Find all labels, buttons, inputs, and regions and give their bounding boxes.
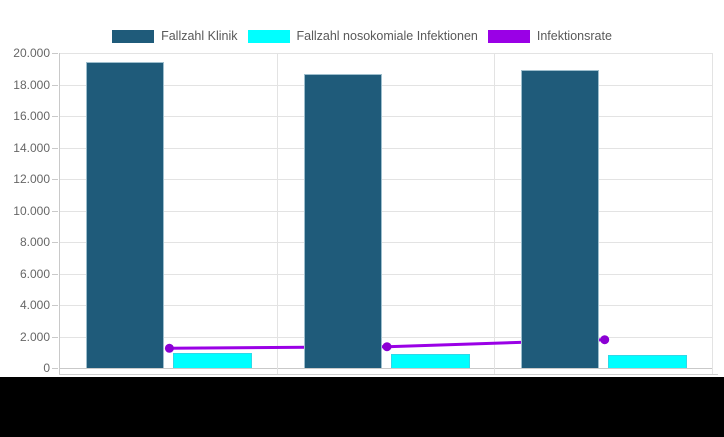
x-axis-border	[59, 374, 718, 375]
y-axis-tick	[52, 85, 58, 86]
y-axis-tick	[52, 179, 58, 180]
gridline-y	[59, 305, 712, 306]
infektionsrate-point-0[interactable]	[164, 343, 174, 353]
y-axis-tick-label: 2.000	[19, 330, 50, 344]
gridline-x	[59, 53, 60, 374]
y-axis-tick-label: 10.000	[13, 204, 50, 218]
infektionsrate-point-1[interactable]	[382, 342, 392, 352]
legend-swatch-fallzahl-klinik	[112, 29, 155, 43]
y-axis-tick-label: 8.000	[19, 235, 50, 249]
gridline-y	[59, 337, 712, 338]
gridline-y	[59, 242, 712, 243]
infektionsrate-point-2[interactable]	[600, 335, 610, 345]
legend-label-fallzahl-klinik: Fallzahl Klinik	[161, 28, 238, 43]
gridline-y	[59, 148, 712, 149]
gridline-y	[59, 368, 712, 369]
y-axis-tick	[52, 211, 58, 212]
y-axis-tick	[52, 148, 58, 149]
gridline-y	[59, 53, 712, 54]
y-axis-tick-label: 16.000	[13, 109, 50, 123]
y-axis-tick	[52, 53, 58, 54]
gridline-y	[59, 85, 712, 86]
gridline-x	[494, 53, 495, 374]
legend-item-infektionsrate[interactable]: Infektionsrate	[487, 28, 612, 43]
legend-item-nosokomiale-infektionen[interactable]: Fallzahl nosokomiale Infektionen	[247, 28, 478, 43]
legend-label-infektionsrate: Infektionsrate	[536, 28, 612, 43]
y-axis-tick-label: 12.000	[13, 172, 50, 186]
bar-fallzahl-klinik-1[interactable]	[303, 74, 382, 368]
gridline-y	[59, 116, 712, 117]
y-axis-tick-label: 0	[43, 361, 50, 375]
legend-swatch-infektionsrate	[487, 29, 530, 43]
gridline-x	[277, 53, 278, 374]
y-axis-tick	[52, 337, 58, 338]
legend-label-nosokomiale-infektionen: Fallzahl nosokomiale Infektionen	[296, 28, 478, 43]
bar-fallzahl-nosokomiale-infektionen-0[interactable]	[173, 353, 253, 368]
y-axis-tick	[52, 242, 58, 243]
gridline-y	[59, 211, 712, 212]
bar-fallzahl-klinik-0[interactable]	[85, 62, 164, 368]
y-axis-tick	[52, 368, 58, 369]
gridline-y	[59, 274, 712, 275]
gridline-y	[59, 179, 712, 180]
y-axis-tick	[52, 116, 58, 117]
y-axis-tick-label: 4.000	[19, 298, 50, 312]
bar-fallzahl-nosokomiale-infektionen-1[interactable]	[390, 354, 470, 368]
bottom-black-bar	[0, 377, 724, 437]
y-axis-tick-label: 20.000	[13, 46, 50, 60]
y-axis-tick-label: 18.000	[13, 78, 50, 92]
legend-swatch-nosokomiale-infektionen	[247, 29, 290, 43]
bar-fallzahl-nosokomiale-infektionen-2[interactable]	[608, 354, 688, 368]
chart-legend: Fallzahl Klinik Fallzahl nosokomiale Inf…	[0, 26, 724, 46]
gridline-x	[712, 53, 713, 374]
y-axis-tick-label: 6.000	[19, 267, 50, 281]
bar-fallzahl-klinik-2[interactable]	[521, 69, 600, 368]
y-axis-tick	[52, 305, 58, 306]
y-axis-tick	[52, 274, 58, 275]
legend-item-fallzahl-klinik[interactable]: Fallzahl Klinik	[112, 28, 238, 43]
y-axis-tick-label: 14.000	[13, 141, 50, 155]
